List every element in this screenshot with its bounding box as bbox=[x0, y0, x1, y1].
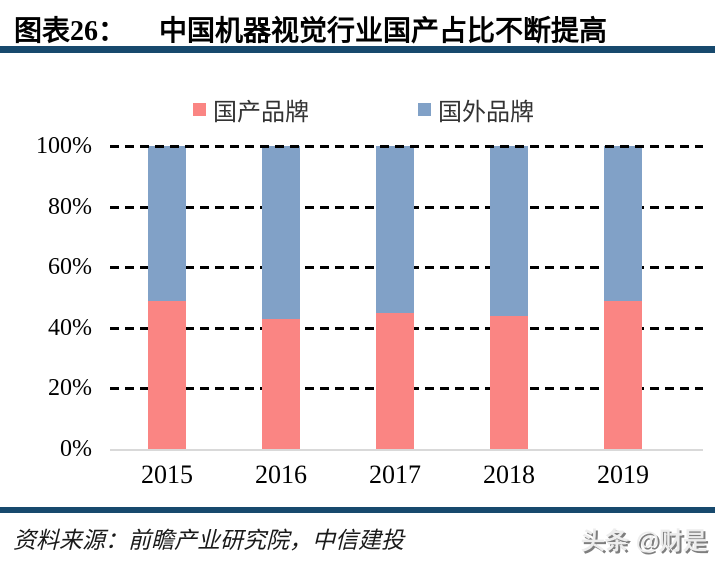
x-axis-baseline bbox=[110, 449, 703, 451]
y-axis-labels: 0% 20% 40% 60% 80% 100% bbox=[0, 133, 98, 462]
bar-group-2019 bbox=[604, 146, 642, 449]
legend-item-domestic: 国产品牌 bbox=[193, 92, 309, 127]
legend-swatch-domestic bbox=[193, 103, 206, 116]
x-tick-label: 2016 bbox=[255, 460, 307, 489]
bar-segment-domestic bbox=[490, 315, 528, 449]
y-tick-label: 80% bbox=[48, 193, 92, 220]
figure-title-text: 中国机器视觉行业国产占比不断提高 bbox=[159, 16, 608, 47]
x-tick-label: 2017 bbox=[369, 460, 421, 489]
bar-segment-foreign bbox=[376, 146, 414, 313]
bar-segment-domestic bbox=[376, 312, 414, 449]
figure-number-label: 图表26： bbox=[14, 16, 127, 47]
source-note: 资料来源：前瞻产业研究院，中信建投 bbox=[13, 528, 404, 553]
x-tick-label: 2018 bbox=[483, 460, 535, 489]
header-divider-rule bbox=[0, 46, 715, 53]
legend-item-foreign: 国外品牌 bbox=[418, 92, 534, 127]
x-tick-label: 2015 bbox=[141, 460, 193, 489]
y-tick-label: 0% bbox=[60, 436, 92, 462]
y-tick-label: 20% bbox=[48, 375, 92, 402]
footer-divider-rule bbox=[0, 507, 715, 513]
bar-segment-domestic bbox=[148, 300, 186, 449]
bar-segment-domestic bbox=[262, 318, 300, 449]
legend-label-foreign: 国外品牌 bbox=[438, 100, 534, 126]
watermark-text: 头条 @财是 bbox=[580, 528, 707, 555]
plot-area bbox=[110, 145, 703, 451]
x-axis-labels: 2015 2016 2017 2018 2019 bbox=[110, 460, 680, 490]
page-title: 图表26： 中国机器视觉行业国产占比不断提高 bbox=[14, 9, 607, 49]
legend-swatch-foreign bbox=[418, 103, 431, 116]
bar-group-2017 bbox=[376, 146, 414, 449]
bar-group-2018 bbox=[490, 146, 528, 449]
x-tick-label: 2019 bbox=[597, 460, 649, 489]
bars bbox=[110, 146, 680, 449]
bar-segment-foreign bbox=[262, 146, 300, 319]
bar-group-2015 bbox=[148, 146, 186, 449]
y-tick-label: 40% bbox=[48, 314, 92, 341]
bar-segment-foreign bbox=[604, 146, 642, 301]
bar-segment-domestic bbox=[604, 300, 642, 449]
y-tick-label: 100% bbox=[36, 133, 92, 159]
gridline-100 bbox=[110, 145, 703, 148]
bar-segment-foreign bbox=[490, 146, 528, 316]
legend-label-domestic: 国产品牌 bbox=[213, 100, 309, 126]
bar-segment-foreign bbox=[148, 146, 186, 301]
y-tick-label: 60% bbox=[48, 254, 92, 281]
bar-group-2016 bbox=[262, 146, 300, 449]
